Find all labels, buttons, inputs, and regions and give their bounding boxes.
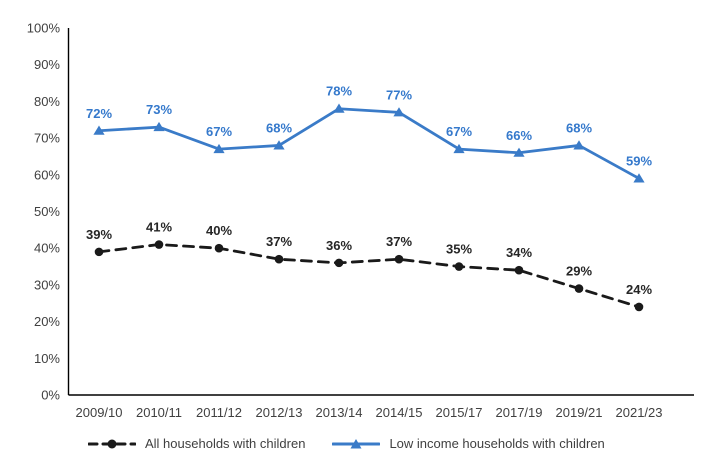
- y-axis-tick-label: 70%: [34, 131, 60, 146]
- y-axis-tick-label: 60%: [34, 167, 60, 182]
- x-axis-tick-label: 2014/15: [376, 405, 423, 420]
- data-point-label: 37%: [266, 234, 292, 249]
- series-line: [97, 243, 641, 309]
- data-point-label: 73%: [146, 102, 172, 117]
- data-point-label: 24%: [626, 282, 652, 297]
- data-point-label: 36%: [326, 238, 352, 253]
- legend-marker-sample: [350, 438, 362, 448]
- data-point-marker: [273, 140, 285, 150]
- legend-marker-sample: [107, 439, 117, 448]
- data-point-marker: [453, 143, 465, 154]
- legend-item-low-income-households: Low income households with children: [332, 436, 605, 451]
- data-point-marker: [213, 143, 225, 154]
- data-point-marker: [393, 107, 405, 117]
- chart-legend: All households with children Low income …: [0, 436, 703, 451]
- data-point-marker: [454, 262, 464, 271]
- data-point-label: 41%: [146, 220, 172, 235]
- x-axis-tick-label: 2009/10: [76, 405, 123, 420]
- data-point-marker: [513, 147, 525, 157]
- series-line: [97, 107, 641, 180]
- x-axis-tick-label: 2010/11: [136, 405, 182, 420]
- data-point-label: 59%: [626, 153, 652, 168]
- y-axis-tick-label: 80%: [34, 94, 60, 109]
- x-axis-tick-label: 2021/23: [616, 405, 663, 420]
- dashed-line-circle-marker-icon: [88, 439, 136, 448]
- y-axis-tick-label: 30%: [34, 277, 60, 292]
- series-1: 72% 73% 67% 68% 78% 77% 67% 66% 68% 59%: [86, 84, 652, 183]
- data-point-marker: [334, 258, 344, 268]
- data-point-label: 78%: [326, 84, 352, 99]
- data-point-label: 34%: [506, 245, 532, 260]
- legend-label: All households with children: [145, 436, 306, 451]
- line-chart-plot: 0% 10% 20% 30% 40% 50% 60% 70% 80% 90% 100% 2009/10…: [27, 21, 694, 420]
- data-point-marker: [274, 254, 284, 264]
- data-point-label: 77%: [386, 87, 412, 102]
- legend-label: Low income households with children: [389, 436, 605, 451]
- data-point-label: 68%: [266, 120, 292, 135]
- data-point-label: 67%: [206, 124, 232, 139]
- solid-line-triangle-marker-icon: [332, 438, 381, 448]
- data-point-label: 35%: [446, 242, 472, 257]
- x-axis-tick-label: 2019/21: [556, 405, 603, 420]
- data-point-marker: [514, 265, 524, 275]
- y-axis-tick-label: 10%: [34, 351, 60, 366]
- x-axis-tick-label: 2017/19: [496, 405, 543, 420]
- x-axis-tick-label: 2011/12: [196, 405, 242, 420]
- data-point-marker: [634, 302, 644, 312]
- data-point-marker: [153, 121, 165, 132]
- data-point-label: 40%: [206, 223, 232, 238]
- data-point-label: 37%: [386, 234, 412, 249]
- data-point-marker: [574, 284, 584, 293]
- data-point-marker: [573, 140, 585, 150]
- data-point-marker: [394, 254, 404, 264]
- series-0: 39% 41% 40% 37% 36% 37% 35% 34% 29% 24%: [86, 220, 652, 312]
- legend-item-all-households: All households with children: [88, 436, 305, 451]
- y-axis-tick-label: 90%: [34, 57, 60, 72]
- y-axis-tick-label: 100%: [27, 21, 61, 36]
- x-axis-tick-label: 2012/13: [256, 405, 303, 420]
- data-point-label: 68%: [566, 120, 592, 135]
- data-point-marker: [333, 103, 345, 113]
- x-axis-tick-label: 2015/17: [436, 405, 483, 420]
- data-point-marker: [94, 247, 104, 257]
- data-point-marker: [633, 173, 645, 183]
- data-point-label: 72%: [86, 106, 112, 121]
- data-point-marker: [154, 240, 164, 249]
- data-point-label: 39%: [86, 227, 112, 242]
- data-point-label: 66%: [506, 128, 532, 143]
- y-axis-tick-label: 40%: [34, 241, 60, 256]
- data-point-label: 67%: [446, 124, 472, 139]
- y-axis-tick-label: 20%: [34, 314, 60, 329]
- data-point-marker: [214, 243, 224, 253]
- x-axis-tick-label: 2013/14: [316, 405, 363, 420]
- data-point-marker: [93, 125, 105, 135]
- y-axis-tick-label: 0%: [41, 388, 60, 403]
- data-point-label: 29%: [566, 264, 592, 279]
- y-axis-tick-label: 50%: [34, 204, 60, 219]
